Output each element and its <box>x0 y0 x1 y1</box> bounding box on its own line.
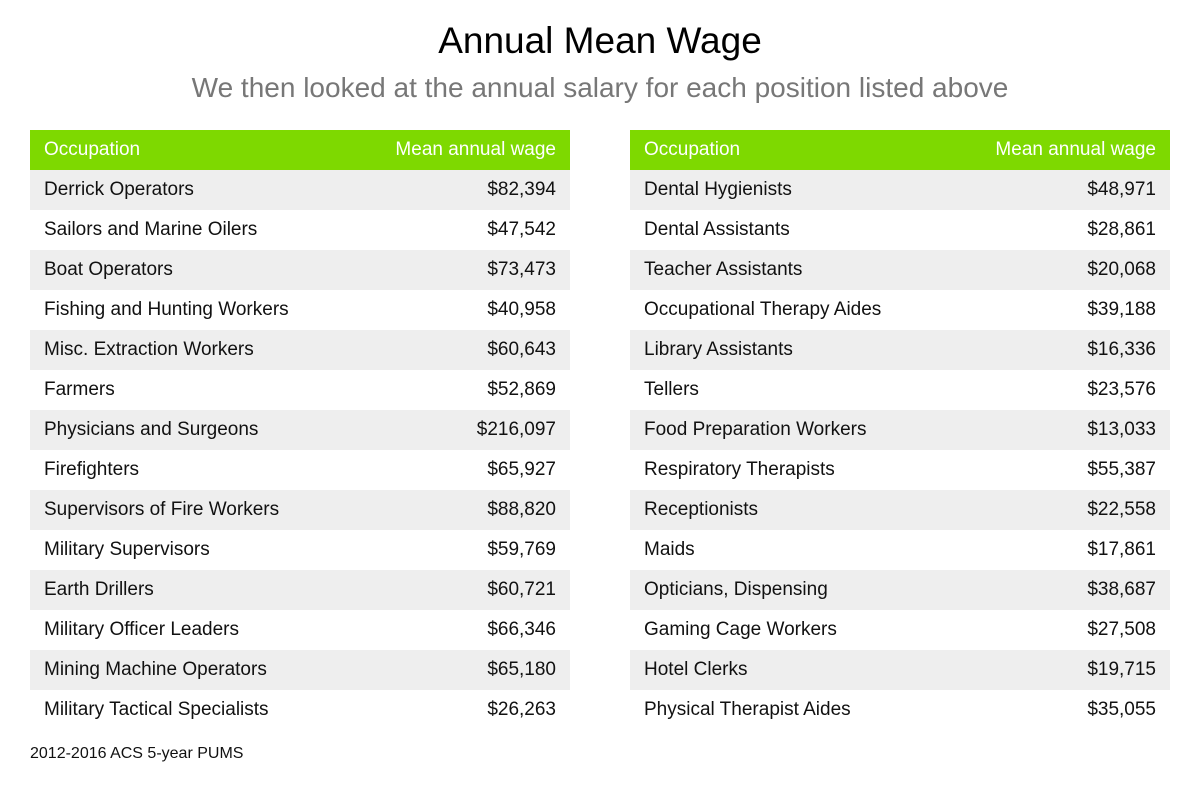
wage-cell: $65,180 <box>349 650 570 690</box>
occupation-cell: Maids <box>644 539 695 560</box>
occupation-cell: Derrick Operators <box>30 170 350 210</box>
wage-cell: $40,958 <box>487 299 556 320</box>
occupation-cell: Tellers <box>644 379 699 400</box>
occupation-cell: Dental Hygienists <box>630 170 946 210</box>
table-row: Derrick Operators $82,394 <box>30 170 570 210</box>
page-title: Annual Mean Wage <box>438 20 762 61</box>
table-row: Receptionists $22,558 <box>630 490 1170 530</box>
column-header-wage: Mean annual wage <box>945 130 1170 170</box>
wage-cell: $60,721 <box>349 570 570 610</box>
table-row: Opticians, Dispensing $38,687 <box>630 570 1170 610</box>
occupation-cell: Physicians and Surgeons <box>30 410 350 450</box>
wage-cell: $13,033 <box>945 410 1170 450</box>
table-row: Teacher Assistants $20,068 <box>630 250 1170 290</box>
wage-cell: $216,097 <box>349 410 570 450</box>
table-row: Earth Drillers $60,721 <box>30 570 570 610</box>
occupation-cell: Supervisors of Fire Workers <box>30 490 350 530</box>
table-row: Mining Machine Operators $65,180 <box>30 650 570 690</box>
wage-cell: $88,820 <box>349 490 570 530</box>
table-row: Gaming Cage Workers $27,508 <box>630 610 1170 650</box>
wage-cell: $20,068 <box>945 250 1170 290</box>
table-row: Supervisors of Fire Workers $88,820 <box>30 490 570 530</box>
wage-cell: $39,188 <box>1087 299 1156 320</box>
occupation-cell: Receptionists <box>630 490 946 530</box>
table-row: Maids $17,861 <box>630 530 1170 570</box>
column-header-occupation: Occupation <box>630 130 946 170</box>
wage-cell: $59,769 <box>487 539 556 560</box>
wage-cell: $28,861 <box>1087 219 1156 240</box>
table-row: Respiratory Therapists $55,387 <box>630 450 1170 490</box>
table-row: Dental Assistants $28,861 <box>630 210 1170 250</box>
occupation-cell: Physical Therapist Aides <box>644 699 851 720</box>
column-header-wage: Mean annual wage <box>349 130 570 170</box>
wage-table-right: Occupation Mean annual wage Dental Hygie… <box>630 130 1170 730</box>
occupation-cell: Food Preparation Workers <box>630 410 946 450</box>
wage-cell: $60,643 <box>349 330 570 370</box>
table-row: Dental Hygienists $48,971 <box>630 170 1170 210</box>
wage-cell: $19,715 <box>945 650 1170 690</box>
wage-cell: $35,055 <box>1087 699 1156 720</box>
table-row: Hotel Clerks $19,715 <box>630 650 1170 690</box>
table-row: Physicians and Surgeons $216,097 <box>30 410 570 450</box>
table-row: Military Officer Leaders $66,346 <box>30 610 570 650</box>
table-row: Occupational Therapy Aides $39,188 <box>630 290 1170 330</box>
source-note: 2012-2016 ACS 5-year PUMS <box>30 745 244 762</box>
table-row: Fishing and Hunting Workers $40,958 <box>30 290 570 330</box>
wage-cell: $47,542 <box>487 219 556 240</box>
table-row: Military Tactical Specialists $26,263 <box>30 690 570 730</box>
wage-cell: $38,687 <box>945 570 1170 610</box>
wage-cell: $65,927 <box>487 459 556 480</box>
wage-cell: $73,473 <box>349 250 570 290</box>
occupation-cell: Military Officer Leaders <box>44 619 239 640</box>
table-row: Military Supervisors $59,769 <box>30 530 570 570</box>
table-row: Physical Therapist Aides $35,055 <box>630 690 1170 730</box>
occupation-cell: Farmers <box>44 379 115 400</box>
occupation-cell: Library Assistants <box>630 330 946 370</box>
occupation-cell: Respiratory Therapists <box>644 459 835 480</box>
occupation-cell: Misc. Extraction Workers <box>30 330 350 370</box>
wage-cell: $82,394 <box>349 170 570 210</box>
wage-cell: $27,508 <box>1087 619 1156 640</box>
table-row: Sailors and Marine Oilers $47,542 <box>30 210 570 250</box>
occupation-cell: Boat Operators <box>30 250 350 290</box>
table-row: Misc. Extraction Workers $60,643 <box>30 330 570 370</box>
column-header-occupation: Occupation <box>30 130 350 170</box>
page-subtitle: We then looked at the annual salary for … <box>191 72 1009 103</box>
table-row: Farmers $52,869 <box>30 370 570 410</box>
wage-cell: $16,336 <box>945 330 1170 370</box>
occupation-cell: Teacher Assistants <box>630 250 946 290</box>
table-row: Food Preparation Workers $13,033 <box>630 410 1170 450</box>
occupation-cell: Mining Machine Operators <box>30 650 350 690</box>
occupation-cell: Occupational Therapy Aides <box>644 299 882 320</box>
wage-cell: $48,971 <box>945 170 1170 210</box>
table-row: Library Assistants $16,336 <box>630 330 1170 370</box>
wage-cell: $55,387 <box>1087 459 1156 480</box>
occupation-cell: Fishing and Hunting Workers <box>44 299 289 320</box>
wage-cell: $23,576 <box>1087 379 1156 400</box>
occupation-cell: Firefighters <box>44 459 140 480</box>
table-row: Tellers $23,576 <box>630 370 1170 410</box>
table-row: Firefighters $65,927 <box>30 450 570 490</box>
occupation-cell: Dental Assistants <box>644 219 790 240</box>
wage-cell: $26,263 <box>487 699 556 720</box>
occupation-cell: Gaming Cage Workers <box>644 619 837 640</box>
occupation-cell: Hotel Clerks <box>630 650 946 690</box>
occupation-cell: Opticians, Dispensing <box>630 570 946 610</box>
occupation-cell: Earth Drillers <box>30 570 350 610</box>
wage-cell: $66,346 <box>487 619 556 640</box>
wage-table-left: Occupation Mean annual wage Derrick Oper… <box>30 130 570 730</box>
table-row: Boat Operators $73,473 <box>30 250 570 290</box>
occupation-cell: Military Supervisors <box>44 539 210 560</box>
occupation-cell: Sailors and Marine Oilers <box>44 219 258 240</box>
wage-cell: $52,869 <box>487 379 556 400</box>
wage-cell: $17,861 <box>1087 539 1156 560</box>
wage-cell: $22,558 <box>945 490 1170 530</box>
table-header-row: Occupation Mean annual wage <box>30 130 570 170</box>
occupation-cell: Military Tactical Specialists <box>44 699 269 720</box>
table-header-row: Occupation Mean annual wage <box>630 130 1170 170</box>
